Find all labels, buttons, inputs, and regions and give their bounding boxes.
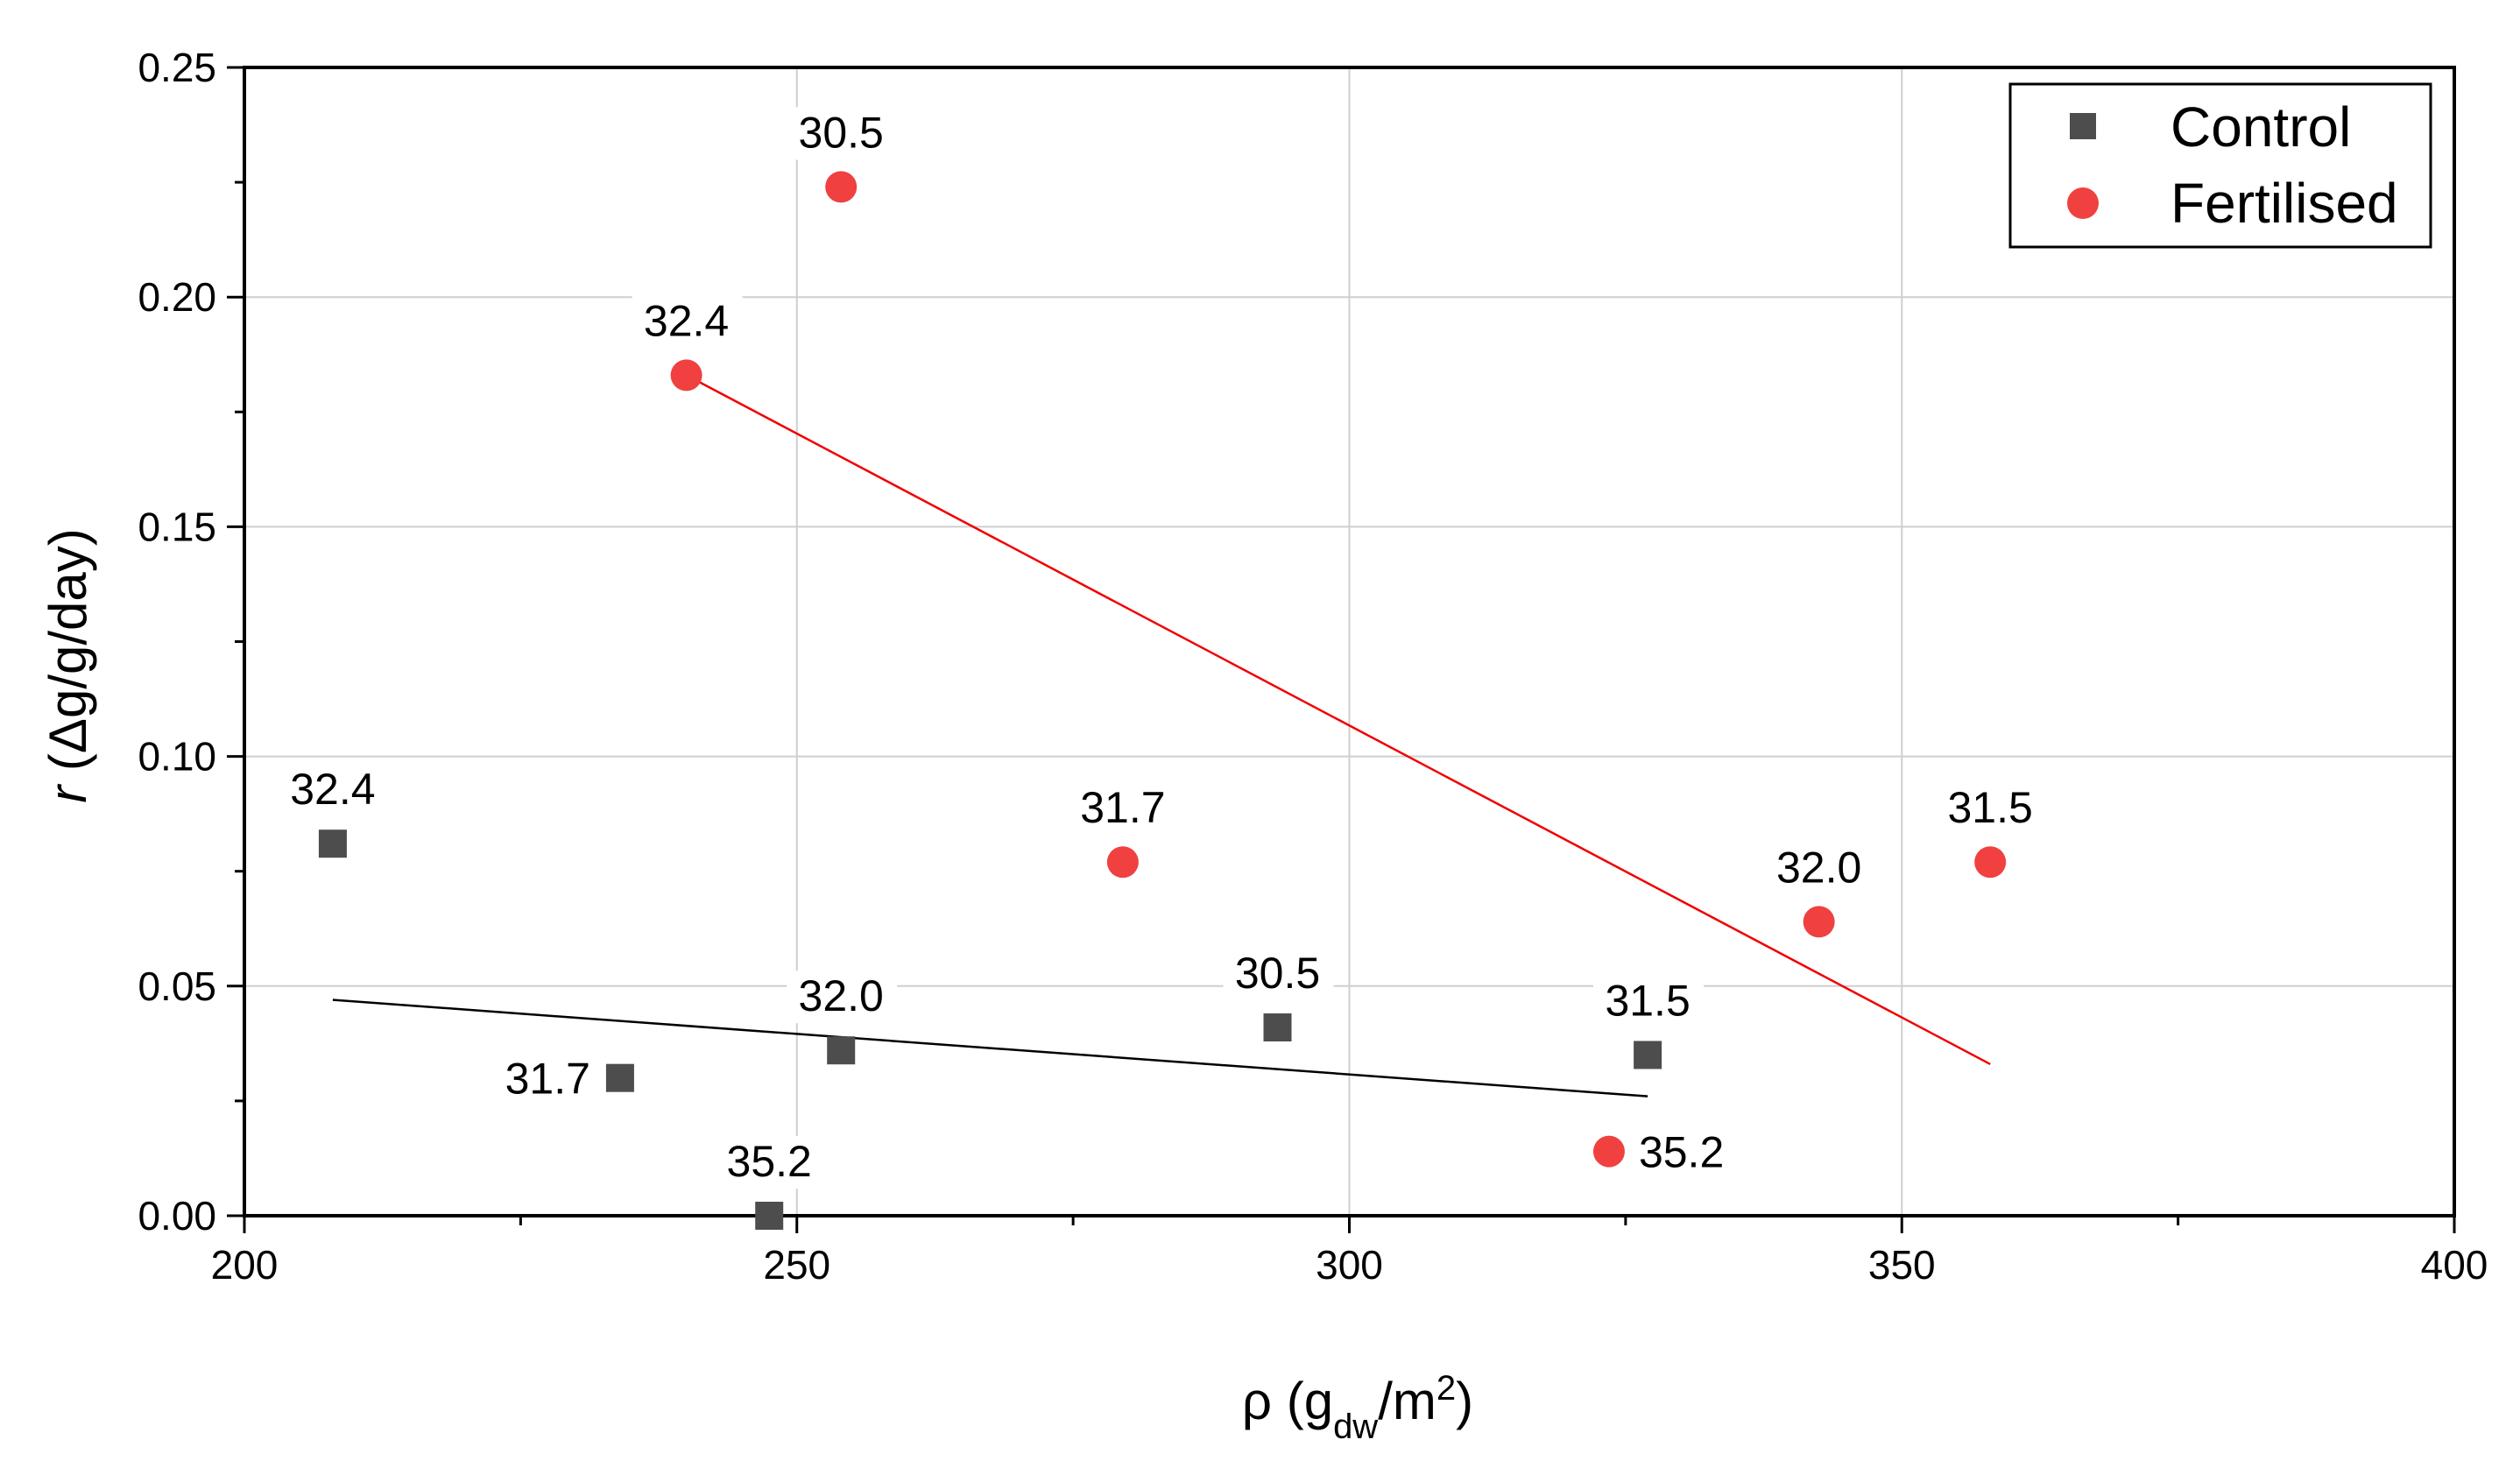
- fertilised-point-label: 32.4: [644, 296, 729, 345]
- fertilised-point: [1106, 846, 1139, 879]
- grid-lines: [244, 67, 2454, 1216]
- fertilised-point-label: 35.2: [1639, 1128, 1724, 1177]
- control-point-label: 31.7: [505, 1055, 590, 1104]
- fertilised-point: [1974, 846, 2007, 879]
- control-label-bg: [1593, 975, 1705, 1028]
- control-point-label: 30.5: [1235, 949, 1320, 998]
- control-point: [605, 1063, 634, 1092]
- x-tick-label: 400: [2421, 1242, 2488, 1288]
- control-point-label: 32.4: [290, 765, 375, 814]
- fertilised-point-label: 30.5: [799, 108, 884, 157]
- x-tick-label: 300: [1316, 1242, 1383, 1288]
- x-axis-title: ρ (gdw/m2): [1242, 1369, 1473, 1446]
- control-fit-line: [332, 999, 1648, 1097]
- fertilised-point: [825, 171, 858, 203]
- fertilised-point-label: 32.0: [1776, 843, 1861, 892]
- control-point-label: 31.5: [1605, 976, 1690, 1025]
- fertilised-label-bg: [1936, 782, 2047, 836]
- fertilised-point: [1803, 906, 1835, 938]
- y-tick-label: 0.25: [138, 45, 216, 90]
- fit-lines: [332, 374, 1991, 1097]
- data-points: [318, 171, 2007, 1230]
- x-tick-label: 250: [763, 1242, 830, 1288]
- control-label-bg: [787, 970, 898, 1024]
- fertilised-point-label: 31.7: [1080, 783, 1165, 832]
- fertilised-label-bg: [1633, 1126, 1744, 1180]
- legend-label-control: Control: [2171, 95, 2351, 159]
- fertilised-point-label: 31.5: [1948, 783, 2033, 832]
- x-tick-label: 350: [1868, 1242, 1936, 1288]
- control-label-bg: [715, 1136, 826, 1189]
- control-point-label: 32.0: [799, 971, 884, 1020]
- y-tick-label: 0.15: [138, 504, 216, 549]
- axes: 200 250 300 350 400 0.00 0.05 0.10 0.15 0.20 0.25: [138, 45, 2488, 1288]
- y-axis-title: r (Δg/g/day): [39, 528, 97, 803]
- control-label-bg: [278, 764, 389, 817]
- control-point: [827, 1036, 856, 1065]
- fertilised-fit-line: [686, 374, 1991, 1066]
- fertilised-label-bg: [787, 107, 898, 160]
- fertilised-label-bg: [632, 295, 743, 349]
- control-point: [1263, 1013, 1292, 1041]
- control-label-bg: [1223, 947, 1334, 1000]
- control-label-bg: [484, 1053, 596, 1106]
- y-tick-label: 0.10: [138, 734, 216, 780]
- fertilised-label-bg: [1068, 782, 1179, 836]
- control-point: [318, 829, 347, 858]
- control-point-label: 35.2: [727, 1137, 812, 1186]
- x-tick-label: 200: [211, 1242, 279, 1288]
- fertilised-point: [670, 359, 702, 392]
- legend-marker-fertilised: [2067, 187, 2099, 219]
- legend-label-fertilised: Fertilised: [2171, 172, 2398, 235]
- control-point: [1634, 1041, 1662, 1069]
- fertilised-label-bg: [1764, 842, 1875, 895]
- legend-box: [2008, 82, 2432, 249]
- y-tick-label: 0.00: [138, 1193, 216, 1239]
- control-point: [755, 1202, 784, 1230]
- fertilised-point: [1592, 1135, 1625, 1168]
- legend: Control Fertilised: [2008, 82, 2432, 249]
- y-tick-label: 0.20: [138, 274, 216, 320]
- point-labels: 32.4 31.7 35.2 32.0 30.5 31.5 30.5 32.4 31.7 32.0…: [278, 107, 2047, 1189]
- y-tick-label: 0.05: [138, 963, 216, 1009]
- legend-marker-control: [2070, 113, 2096, 139]
